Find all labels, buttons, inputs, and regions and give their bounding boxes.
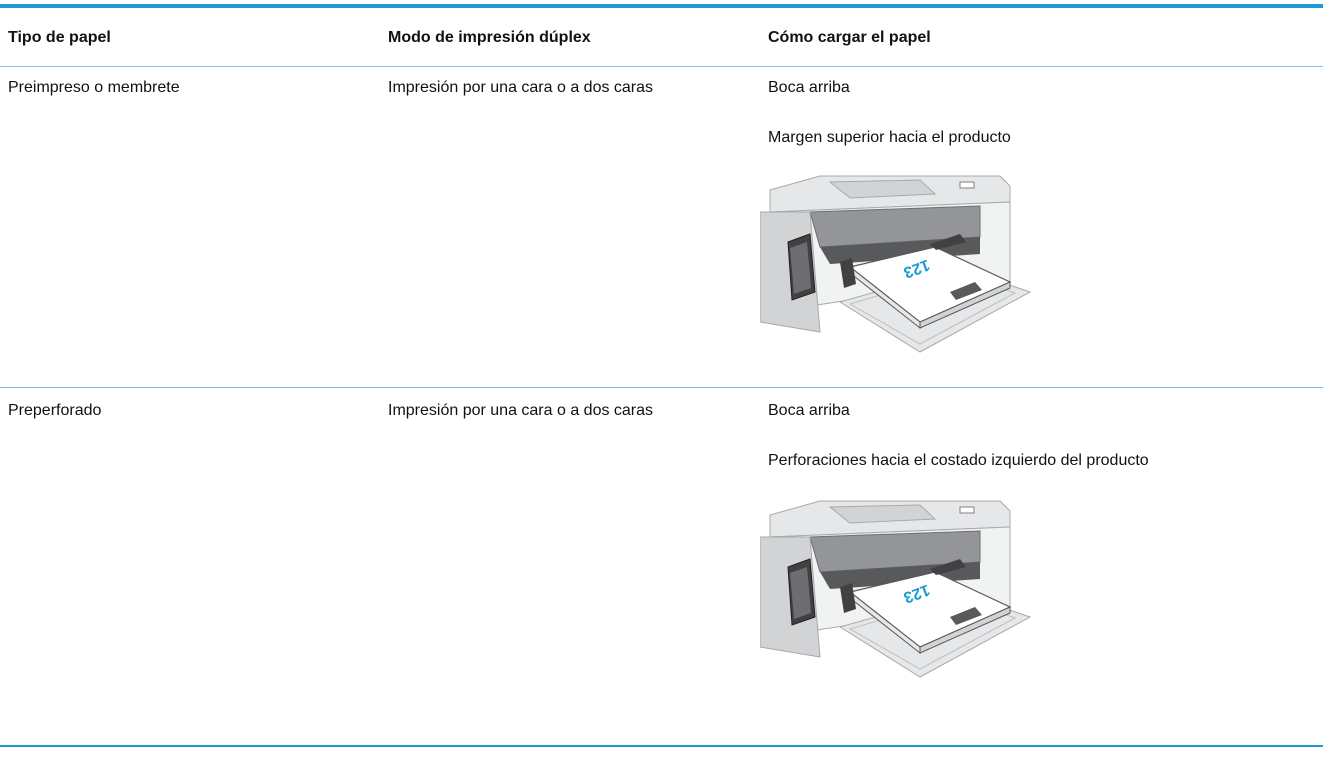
top-rule: [0, 4, 1323, 8]
printer-illustration: 123: [760, 175, 1031, 353]
header-cell: Cómo cargar el papel: [768, 29, 931, 46]
loading-step: Boca arriba: [768, 402, 850, 419]
loading-step: Margen superior hacia el producto: [768, 129, 1011, 146]
header-rule: [0, 66, 1323, 67]
loading-step: Perforaciones hacia el costado izquierdo…: [768, 452, 1149, 469]
header-cell: Tipo de papel: [8, 29, 111, 46]
row-rule: [0, 387, 1323, 388]
duplex-mode: Impresión por una cara o a dos caras: [388, 79, 654, 96]
duplex-mode: Impresión por una cara o a dos caras: [388, 402, 654, 419]
loading-step: Boca arriba: [768, 79, 850, 96]
paper-type: Preperforado: [8, 402, 102, 419]
printer-illustration: 123: [760, 500, 1031, 678]
paper-type: Preimpreso o membrete: [8, 79, 180, 96]
bottom-rule: [0, 745, 1323, 747]
header-cell: Modo de impresión dúplex: [388, 29, 591, 46]
